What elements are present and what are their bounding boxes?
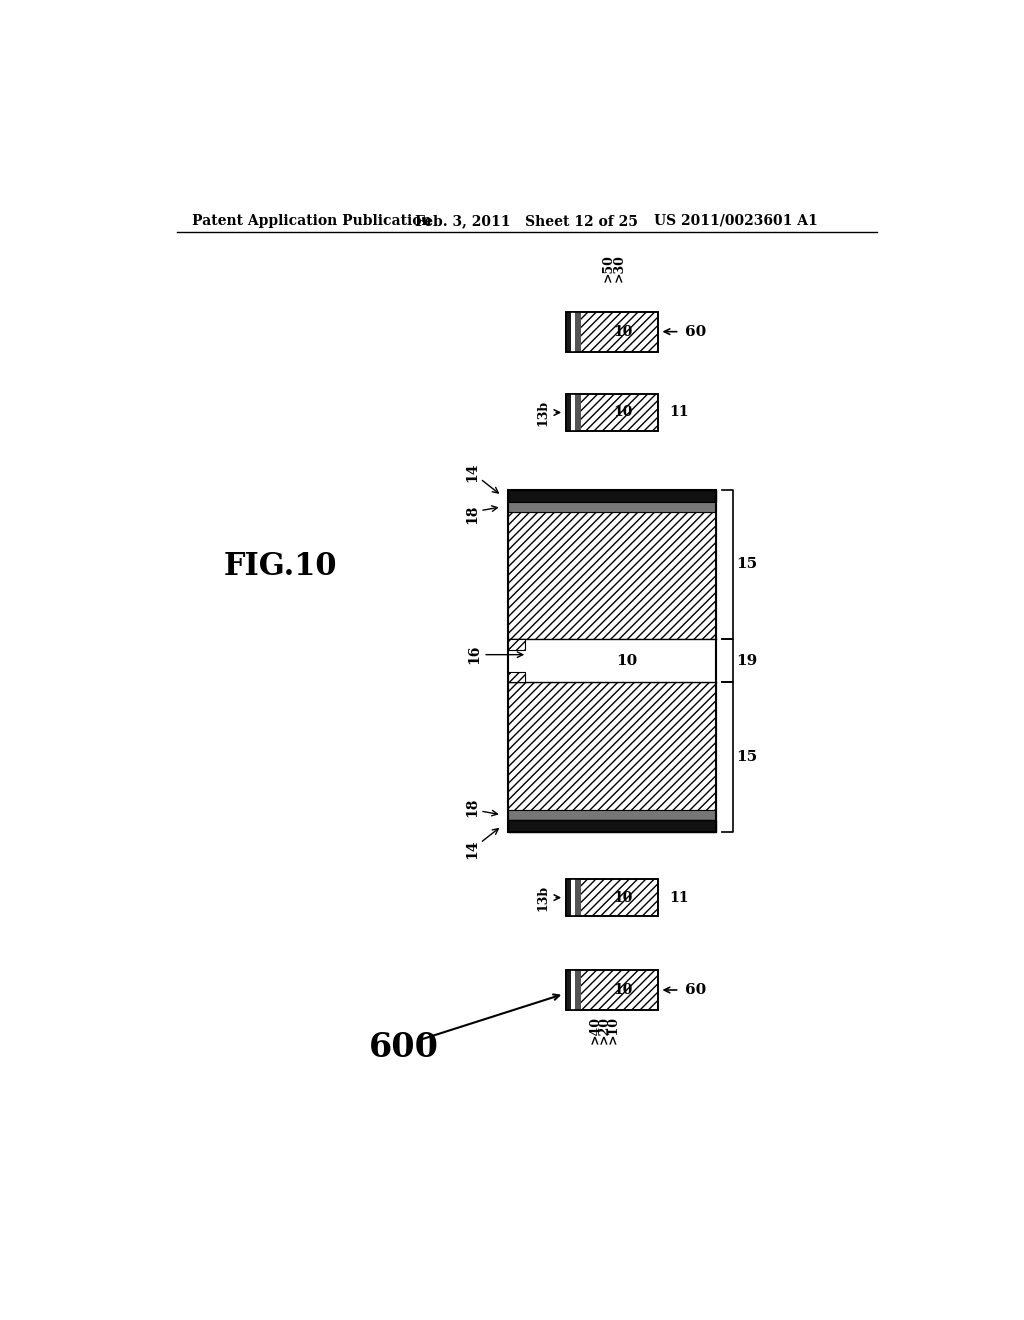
Bar bbox=[581, 970, 658, 1010]
Bar bbox=[565, 393, 658, 430]
Bar bbox=[508, 672, 525, 682]
Bar bbox=[571, 393, 574, 430]
Text: 10: 10 bbox=[613, 325, 633, 339]
Bar bbox=[574, 312, 581, 351]
Bar bbox=[508, 820, 716, 832]
Bar bbox=[508, 810, 716, 820]
Bar bbox=[574, 970, 581, 1010]
Text: 600: 600 bbox=[370, 1031, 439, 1064]
Bar bbox=[571, 970, 574, 1010]
Bar bbox=[508, 502, 716, 512]
Bar bbox=[574, 393, 581, 430]
Text: >30: >30 bbox=[613, 253, 626, 281]
Text: >50: >50 bbox=[601, 253, 614, 281]
Text: US 2011/0023601 A1: US 2011/0023601 A1 bbox=[654, 214, 818, 228]
Bar bbox=[565, 393, 658, 430]
Bar bbox=[508, 490, 716, 832]
Text: 16: 16 bbox=[467, 645, 481, 664]
Bar bbox=[565, 879, 658, 916]
Text: FIG.10: FIG.10 bbox=[224, 550, 338, 582]
Bar bbox=[565, 970, 658, 1010]
Bar bbox=[565, 879, 571, 916]
Text: 15: 15 bbox=[736, 750, 758, 764]
Text: 18: 18 bbox=[466, 797, 479, 817]
Text: 13b: 13b bbox=[536, 400, 549, 425]
Text: 10: 10 bbox=[613, 405, 633, 420]
Bar bbox=[571, 312, 574, 351]
Bar bbox=[508, 682, 716, 810]
Text: 18: 18 bbox=[466, 504, 479, 524]
Text: 10: 10 bbox=[616, 653, 638, 668]
Bar bbox=[565, 312, 658, 351]
Text: Feb. 3, 2011   Sheet 12 of 25: Feb. 3, 2011 Sheet 12 of 25 bbox=[416, 214, 638, 228]
Bar bbox=[508, 639, 525, 649]
Text: Patent Application Publication: Patent Application Publication bbox=[193, 214, 432, 228]
Bar bbox=[565, 312, 571, 351]
Text: 10: 10 bbox=[613, 983, 633, 997]
Bar bbox=[565, 970, 571, 1010]
Bar bbox=[565, 879, 658, 916]
Text: 19: 19 bbox=[736, 653, 758, 668]
Bar bbox=[565, 393, 571, 430]
Text: >10: >10 bbox=[607, 1016, 620, 1044]
Text: 14: 14 bbox=[466, 840, 479, 859]
Text: 11: 11 bbox=[670, 405, 689, 420]
Bar bbox=[565, 312, 658, 351]
Text: 60: 60 bbox=[685, 325, 707, 339]
Text: 15: 15 bbox=[736, 557, 758, 572]
Text: >20: >20 bbox=[598, 1016, 610, 1044]
Bar bbox=[565, 970, 658, 1010]
Text: >40: >40 bbox=[589, 1016, 601, 1044]
Bar bbox=[508, 639, 716, 682]
Text: 10: 10 bbox=[613, 891, 633, 904]
Text: 14: 14 bbox=[466, 463, 479, 482]
Bar bbox=[581, 312, 658, 351]
Text: 60: 60 bbox=[685, 983, 707, 997]
Bar bbox=[574, 879, 581, 916]
Bar bbox=[508, 490, 716, 502]
Text: 13b: 13b bbox=[536, 884, 549, 911]
Text: 11: 11 bbox=[670, 891, 689, 904]
Bar bbox=[581, 879, 658, 916]
Bar bbox=[581, 393, 658, 430]
Bar bbox=[508, 512, 716, 639]
Bar bbox=[571, 879, 574, 916]
